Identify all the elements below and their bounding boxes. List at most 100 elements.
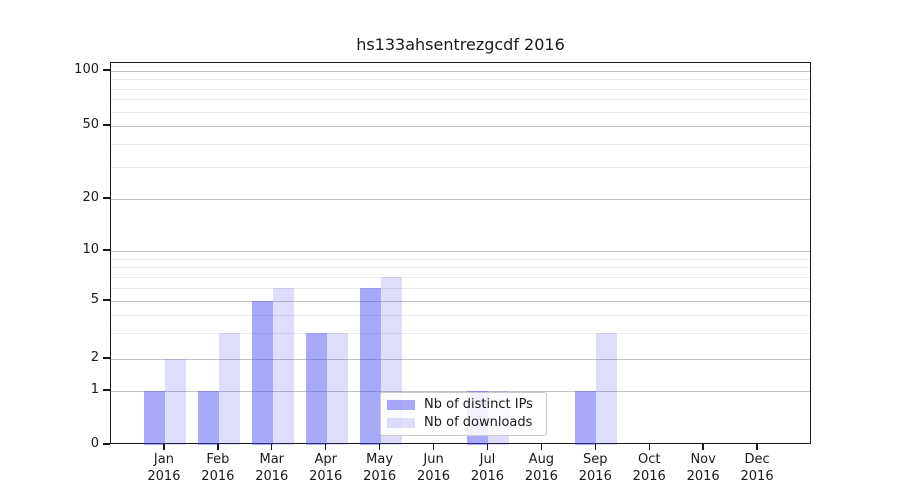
x-tick-year: 2016 — [632, 468, 666, 484]
x-tick-year: 2016 — [686, 468, 720, 484]
x-tick-label: May 2016 — [340, 452, 420, 485]
bar-downloads — [596, 333, 618, 445]
x-tick-month: Jul — [479, 452, 496, 467]
x-tick-year: 2016 — [524, 468, 558, 484]
minor-gridline — [111, 267, 810, 269]
major-gridline — [111, 71, 810, 72]
x-tick-mark — [486, 444, 489, 450]
minor-gridline — [111, 287, 810, 289]
x-tick-label: Dec 2016 — [717, 452, 797, 485]
x-tick-label: Mar 2016 — [232, 452, 312, 485]
bar-downloads — [218, 333, 240, 445]
x-tick-label: Jul 2016 — [447, 452, 527, 485]
x-tick-month: Oct — [637, 452, 661, 467]
x-tick-year: 2016 — [201, 468, 235, 484]
legend-swatch-downloads — [387, 418, 415, 428]
minor-gridline — [111, 276, 810, 278]
bar-distinct-ips — [575, 391, 597, 445]
x-tick-year: 2016 — [470, 468, 504, 484]
minor-gridline — [111, 88, 810, 90]
x-tick-month: Feb — [206, 452, 230, 467]
x-tick-mark — [702, 444, 704, 450]
y-tick-label: 100 — [74, 62, 99, 77]
y-tick-mark — [103, 124, 110, 126]
x-tick-year: 2016 — [416, 468, 451, 484]
legend-item-downloads: Nb of downloads — [387, 415, 540, 431]
minor-gridline — [111, 79, 810, 81]
chart-title: hs133ahsentrezgcdf 2016 — [356, 35, 565, 54]
y-tick-mark — [103, 249, 110, 251]
x-tick-year: 2016 — [147, 468, 181, 484]
x-tick-label: Feb 2016 — [178, 452, 258, 485]
x-tick-label: Jan 2016 — [124, 452, 204, 485]
bar-distinct-ips — [197, 391, 219, 445]
x-tick-label: Aug 2016 — [501, 452, 581, 485]
y-tick-mark — [103, 69, 110, 71]
x-tick-mark — [324, 444, 327, 450]
y-tick-label: 0 — [90, 436, 99, 451]
x-tick-mark — [594, 444, 596, 450]
x-tick-mark — [540, 444, 543, 450]
bar-downloads — [164, 359, 186, 445]
major-gridline — [111, 301, 810, 302]
bar-distinct-ips — [143, 391, 165, 445]
y-tick-label: 2 — [90, 350, 99, 365]
x-tick-year: 2016 — [740, 468, 774, 484]
x-tick-month: Nov — [690, 452, 716, 467]
y-tick-mark — [103, 357, 110, 359]
bar-downloads — [326, 333, 348, 445]
x-tick-label: Nov 2016 — [663, 452, 743, 485]
x-tick-label: Apr 2016 — [286, 452, 366, 485]
x-tick-label: Jun 2016 — [394, 452, 474, 485]
plot-area — [110, 62, 811, 445]
y-tick-label: 10 — [82, 242, 99, 257]
legend-swatch-distinct-ips — [387, 400, 415, 410]
minor-gridline — [111, 99, 810, 101]
major-gridline — [111, 199, 810, 200]
x-tick-mark — [432, 444, 435, 450]
x-tick-year: 2016 — [309, 468, 343, 484]
bar-distinct-ips — [251, 301, 273, 445]
x-tick-year: 2016 — [255, 468, 289, 484]
x-tick-month: Jun — [423, 452, 444, 467]
x-tick-month: Jan — [153, 452, 174, 467]
x-tick-label: Oct 2016 — [609, 452, 689, 485]
bar-downloads — [272, 287, 294, 445]
y-tick-label: 20 — [82, 190, 99, 205]
x-tick-month: Apr — [314, 452, 337, 467]
minor-gridline — [111, 143, 810, 145]
x-tick-mark — [648, 444, 650, 450]
x-tick-year: 2016 — [363, 468, 397, 484]
legend: Nb of distinct IPs Nb of downloads — [380, 392, 547, 436]
x-tick-mark — [217, 444, 219, 450]
x-tick-month: May — [366, 452, 394, 467]
y-tick-label: 5 — [90, 292, 99, 307]
x-tick-year: 2016 — [578, 468, 612, 484]
x-tick-month: Mar — [259, 452, 285, 467]
major-gridline — [111, 391, 810, 392]
y-tick-label: 1 — [90, 382, 99, 397]
legend-label-downloads: Nb of downloads — [424, 415, 533, 430]
y-tick-mark — [103, 299, 110, 301]
minor-gridline — [111, 333, 810, 335]
major-gridline — [111, 359, 810, 360]
legend-label-distinct-ips: Nb of distinct IPs — [424, 397, 533, 412]
x-tick-label: Sep 2016 — [555, 452, 635, 485]
minor-gridline — [111, 315, 810, 317]
y-tick-mark — [103, 443, 110, 445]
minor-gridline — [111, 166, 810, 168]
x-tick-month: Aug — [528, 452, 555, 467]
x-tick-month: Sep — [583, 452, 608, 467]
minor-gridline — [111, 111, 810, 113]
x-tick-mark — [163, 444, 165, 450]
x-tick-month: Dec — [744, 452, 770, 467]
x-tick-mark — [271, 444, 273, 450]
major-gridline — [111, 251, 810, 252]
x-tick-mark — [378, 444, 381, 450]
y-tick-mark — [103, 197, 110, 199]
bar-distinct-ips — [359, 287, 381, 445]
legend-item-distinct-ips: Nb of distinct IPs — [387, 397, 540, 413]
bar-distinct-ips — [305, 333, 327, 445]
y-tick-label: 50 — [82, 117, 99, 132]
